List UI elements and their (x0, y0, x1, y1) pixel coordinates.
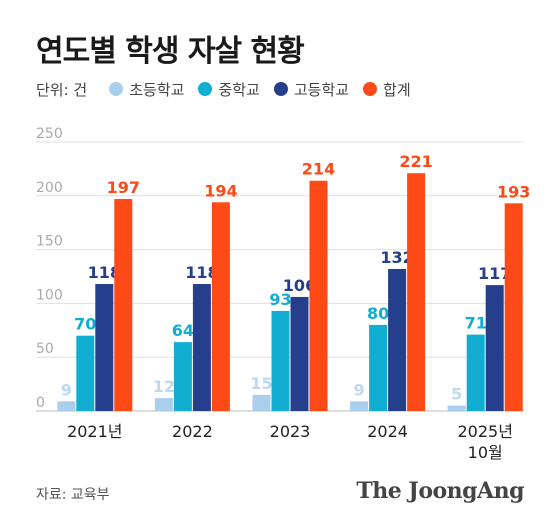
legend-label: 합계 (383, 80, 411, 99)
bar (447, 405, 466, 411)
data-label: 9 (354, 380, 365, 399)
bar (309, 180, 328, 411)
source-note: 자료: 교육부 (36, 487, 110, 503)
data-label: 106 (283, 276, 316, 295)
bar (57, 401, 76, 411)
data-label: 71 (465, 314, 487, 333)
legend-swatch (273, 82, 288, 96)
bar (407, 173, 426, 411)
data-label: 132 (380, 248, 413, 267)
legend-label: 고등학교 (293, 80, 350, 99)
bar (252, 394, 271, 411)
data-label: 193 (497, 182, 530, 201)
x-tick-label: 10월 (468, 443, 503, 462)
bar (192, 284, 211, 411)
bar (504, 203, 523, 411)
unit-label: 단위: 건 (36, 80, 88, 99)
y-tick-label: 0 (36, 395, 45, 411)
legend-swatch (198, 82, 213, 96)
bar (154, 398, 173, 411)
bar (173, 342, 192, 411)
data-label: 117 (478, 264, 511, 283)
data-label: 70 (74, 315, 96, 334)
data-label: 80 (367, 304, 389, 323)
data-label: 12 (153, 377, 175, 396)
data-label: 64 (172, 321, 194, 340)
x-tick-label: 2025년 (457, 422, 512, 441)
legend-swatch (363, 82, 378, 96)
chart-title: 연도별 학생 자살 현황 (36, 34, 305, 69)
bar (369, 324, 388, 411)
legend-item-total: 합계 (363, 79, 411, 100)
bar (271, 310, 290, 411)
legend-item-elementary: 초등학교 (109, 79, 184, 100)
bar (211, 202, 230, 411)
bar (290, 296, 309, 411)
bar (76, 335, 95, 411)
x-tick-label: 2023 (270, 422, 311, 441)
data-label: 15 (250, 374, 272, 393)
data-label: 194 (204, 181, 237, 200)
x-tick-label: 2021년 (67, 422, 122, 441)
bar (466, 334, 485, 411)
x-tick-label: 2022 (172, 422, 213, 441)
brand-logo: The JoongAng (356, 478, 524, 504)
bar (485, 285, 504, 411)
bar (350, 401, 369, 411)
y-tick-label: 250 (36, 126, 63, 142)
data-label: 214 (302, 160, 335, 179)
data-label: 5 (451, 385, 462, 404)
y-tick-label: 150 (36, 234, 63, 250)
legend: 단위: 건 초등학교 중학교 고등학교 합계 (36, 78, 425, 100)
legend-label: 중학교 (218, 80, 260, 99)
data-label: 9 (61, 380, 72, 399)
y-tick-label: 100 (36, 287, 63, 303)
bar (388, 268, 407, 411)
legend-swatch (109, 82, 124, 96)
y-tick-label: 200 (36, 180, 63, 196)
bar (95, 284, 114, 411)
y-tick-label: 50 (36, 341, 54, 357)
data-label: 93 (269, 290, 291, 309)
legend-label: 초등학교 (129, 80, 185, 99)
legend-item-high: 고등학교 (273, 79, 350, 100)
x-tick-label: 2024 (367, 422, 408, 441)
data-label: 118 (88, 263, 121, 282)
data-label: 118 (185, 263, 218, 282)
legend-item-middle: 중학교 (198, 79, 260, 100)
data-label: 221 (399, 152, 432, 171)
bar (114, 199, 133, 411)
data-label: 197 (107, 178, 140, 197)
